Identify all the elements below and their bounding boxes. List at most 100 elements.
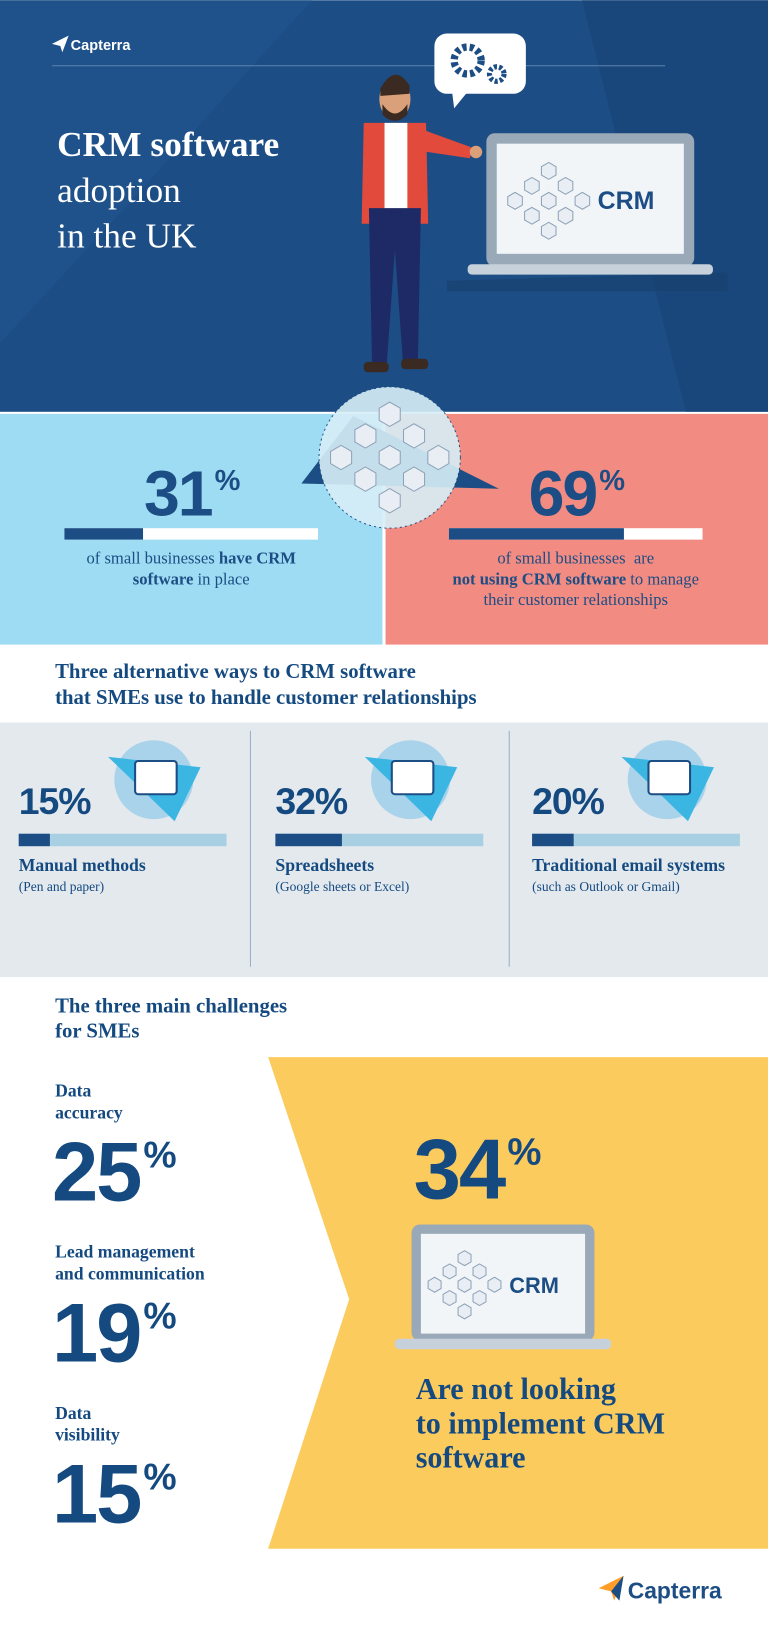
stat-number: 20%: [532, 780, 605, 822]
item-label: Manual methods: [19, 855, 146, 875]
stat-number: 15%: [19, 780, 92, 822]
hexagon: [354, 423, 377, 449]
section-title: that SMEs use to handle customer relatio…: [55, 686, 477, 709]
stat-number: 34%: [414, 1123, 542, 1218]
hexagon: [442, 1289, 457, 1307]
laptop-shadow: [446, 272, 728, 292]
closing-text: to implement CRM: [416, 1406, 665, 1440]
bar: [275, 833, 342, 847]
description-part: software: [133, 569, 194, 588]
stat-value: 69: [529, 458, 597, 530]
hexagon: [378, 401, 401, 428]
stat-unit: %: [58, 780, 91, 822]
hexagon: [524, 176, 540, 195]
logo-icon: [598, 1575, 624, 1601]
stat-number: 25%: [52, 1126, 176, 1219]
bar-track: [18, 833, 227, 847]
hexagon: [540, 161, 557, 180]
hex-icon: [507, 161, 591, 240]
stat-value: 34: [414, 1123, 506, 1218]
stat-value: 31: [144, 458, 213, 530]
stat-number: 69%: [529, 458, 625, 530]
stat-value: 19: [52, 1287, 140, 1380]
laptop-base: [394, 1338, 612, 1350]
hexagon: [540, 191, 557, 210]
bar-track: [532, 833, 740, 847]
stat-unit: %: [572, 780, 605, 822]
section-title: Three alternative ways to CRM software: [55, 660, 416, 683]
challenge-label: and communication: [55, 1264, 205, 1284]
laptop-label: CRM: [509, 1273, 559, 1298]
logo-icon: [611, 1575, 624, 1601]
stat-number: 19%: [52, 1287, 176, 1380]
hexagon: [330, 444, 353, 471]
stat-value: 20: [532, 780, 572, 822]
description-part: of small businesses: [86, 549, 218, 568]
hexagon: [557, 176, 574, 195]
hexagon: [378, 444, 401, 471]
icon: [647, 759, 692, 796]
description-part: their customer relationships: [483, 590, 668, 609]
hexagon: [540, 221, 557, 240]
speech-bubble: [452, 91, 468, 109]
bar-track: [64, 528, 319, 540]
hex-icon: [427, 1250, 502, 1320]
hexagon: [427, 1276, 442, 1293]
description: software in place: [133, 569, 250, 588]
stat-unit: %: [315, 780, 348, 822]
hexagon: [427, 444, 450, 471]
logo: Capterra: [71, 38, 132, 54]
title: in the UK: [57, 217, 197, 256]
stat-value: 25: [52, 1126, 140, 1219]
stat-unit: %: [507, 1130, 541, 1173]
hexagon: [457, 1303, 472, 1320]
stat-number: 15%: [52, 1448, 176, 1541]
description-part: of small businesses are: [497, 549, 654, 568]
description: of small businesses are: [497, 549, 654, 568]
laptop-screen: [420, 1233, 586, 1334]
hexagon: [457, 1276, 472, 1293]
description: not using CRM software to manage: [452, 569, 699, 588]
title: CRM software: [57, 125, 279, 164]
item-label: Spreadsheets: [275, 855, 374, 875]
description-part: to manage: [626, 569, 699, 588]
description-part: have CRM: [219, 549, 296, 568]
bar: [448, 528, 624, 540]
stat-unit: %: [215, 465, 240, 497]
hexagon: [524, 206, 540, 225]
hexagon: [472, 1263, 487, 1280]
section-title: for SMEs: [55, 1019, 139, 1042]
gear: [486, 64, 507, 84]
item-label: Traditional email systems: [532, 855, 725, 875]
hexagon: [378, 487, 401, 514]
stat-value: 15: [52, 1448, 140, 1541]
hexagon: [507, 191, 523, 210]
header-shape: [0, 0, 312, 344]
description: their customer relationships: [483, 590, 668, 609]
icon: [390, 759, 435, 796]
bar: [64, 528, 144, 540]
logo-icon: [51, 35, 69, 53]
challenge-label: accuracy: [55, 1102, 123, 1122]
bar: [18, 833, 50, 847]
hexagon: [402, 466, 426, 492]
hexagon: [472, 1289, 487, 1307]
challenge-label: Data: [55, 1081, 91, 1101]
stat-value: 15: [19, 780, 59, 822]
closing-text: Are not looking: [416, 1372, 616, 1406]
description-part: in place: [193, 569, 249, 588]
logo: Capterra: [628, 1578, 722, 1604]
item-note: (such as Outlook or Gmail): [532, 879, 680, 894]
hexagon: [402, 423, 426, 449]
bar: [532, 833, 574, 847]
person: [361, 74, 483, 373]
item-note: (Google sheets or Excel): [275, 879, 409, 894]
hexagon: [487, 1276, 502, 1293]
description-part: not using CRM software: [452, 569, 626, 588]
challenge-label: Data: [55, 1403, 91, 1423]
item-note: (Pen and paper): [19, 879, 104, 894]
laptop-label: CRM: [598, 187, 655, 215]
laptop-screen: [496, 143, 684, 254]
